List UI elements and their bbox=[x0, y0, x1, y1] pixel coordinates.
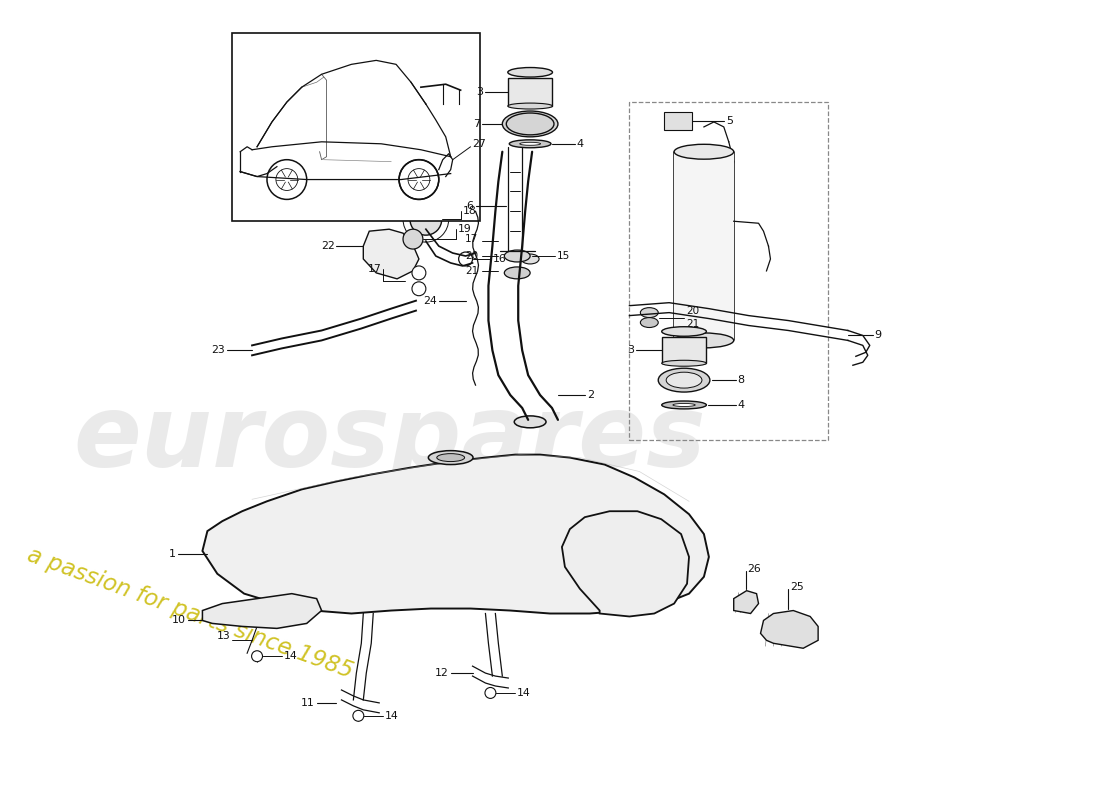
Text: 1: 1 bbox=[168, 549, 176, 559]
Text: 10: 10 bbox=[172, 615, 186, 626]
Circle shape bbox=[353, 710, 364, 722]
Ellipse shape bbox=[504, 250, 530, 262]
Text: 18: 18 bbox=[463, 206, 476, 216]
Text: 21: 21 bbox=[465, 266, 478, 276]
Ellipse shape bbox=[508, 103, 552, 109]
Text: 8: 8 bbox=[738, 375, 745, 385]
Text: 21: 21 bbox=[686, 318, 700, 329]
Text: 14: 14 bbox=[517, 688, 531, 698]
Bar bbox=[674, 152, 734, 341]
Ellipse shape bbox=[428, 450, 473, 465]
Ellipse shape bbox=[662, 326, 706, 336]
Ellipse shape bbox=[662, 360, 706, 366]
Ellipse shape bbox=[667, 372, 702, 388]
Text: 11: 11 bbox=[301, 698, 315, 708]
Circle shape bbox=[403, 229, 422, 249]
Polygon shape bbox=[202, 454, 708, 614]
Text: 19: 19 bbox=[458, 224, 472, 234]
Text: 25: 25 bbox=[790, 582, 804, 592]
Ellipse shape bbox=[512, 115, 549, 133]
Bar bbox=[508, 78, 552, 106]
Text: 2: 2 bbox=[586, 390, 594, 400]
Text: 4: 4 bbox=[738, 400, 745, 410]
Ellipse shape bbox=[437, 454, 464, 462]
Text: eurospares: eurospares bbox=[74, 391, 706, 488]
Text: a passion for parts since 1985: a passion for parts since 1985 bbox=[24, 544, 355, 683]
Bar bbox=[629, 102, 828, 440]
Ellipse shape bbox=[521, 254, 539, 264]
Ellipse shape bbox=[662, 401, 706, 409]
Ellipse shape bbox=[640, 318, 658, 327]
Bar bbox=[664, 112, 692, 130]
Ellipse shape bbox=[514, 416, 546, 428]
Text: 6: 6 bbox=[466, 202, 473, 211]
Text: 3: 3 bbox=[627, 346, 635, 355]
Circle shape bbox=[412, 282, 426, 296]
Text: 16: 16 bbox=[493, 254, 506, 264]
Polygon shape bbox=[363, 229, 419, 279]
Ellipse shape bbox=[503, 111, 558, 137]
Text: 24: 24 bbox=[424, 296, 437, 306]
Ellipse shape bbox=[658, 368, 710, 392]
Text: 23: 23 bbox=[211, 346, 226, 355]
Ellipse shape bbox=[519, 142, 540, 146]
Ellipse shape bbox=[674, 144, 734, 159]
Text: 5: 5 bbox=[726, 116, 733, 126]
Ellipse shape bbox=[509, 140, 551, 148]
Text: 9: 9 bbox=[874, 330, 882, 341]
Circle shape bbox=[459, 252, 473, 266]
Ellipse shape bbox=[674, 333, 734, 348]
Polygon shape bbox=[734, 590, 759, 614]
Ellipse shape bbox=[504, 267, 530, 279]
Text: 12: 12 bbox=[434, 668, 449, 678]
Polygon shape bbox=[562, 511, 689, 617]
Polygon shape bbox=[202, 594, 321, 629]
Text: 26: 26 bbox=[748, 564, 761, 574]
Text: 14: 14 bbox=[385, 710, 399, 721]
Text: 17: 17 bbox=[367, 264, 382, 274]
Text: 22: 22 bbox=[321, 241, 334, 251]
Text: 3: 3 bbox=[476, 87, 484, 97]
Ellipse shape bbox=[673, 403, 695, 406]
Ellipse shape bbox=[640, 308, 658, 318]
Ellipse shape bbox=[508, 67, 552, 77]
Text: 20: 20 bbox=[465, 251, 478, 261]
Text: 4: 4 bbox=[576, 138, 584, 149]
Bar bbox=[232, 33, 481, 222]
Circle shape bbox=[410, 203, 442, 235]
Text: 20: 20 bbox=[686, 306, 700, 316]
Text: 27: 27 bbox=[473, 138, 486, 149]
Text: 15: 15 bbox=[557, 251, 570, 261]
Bar bbox=[662, 338, 706, 363]
Text: 14: 14 bbox=[284, 651, 298, 662]
Circle shape bbox=[252, 650, 263, 662]
Text: 7: 7 bbox=[473, 119, 481, 129]
Polygon shape bbox=[760, 610, 818, 648]
Circle shape bbox=[412, 266, 426, 280]
Text: 17: 17 bbox=[465, 234, 478, 244]
Circle shape bbox=[485, 687, 496, 698]
Text: 13: 13 bbox=[217, 631, 230, 642]
